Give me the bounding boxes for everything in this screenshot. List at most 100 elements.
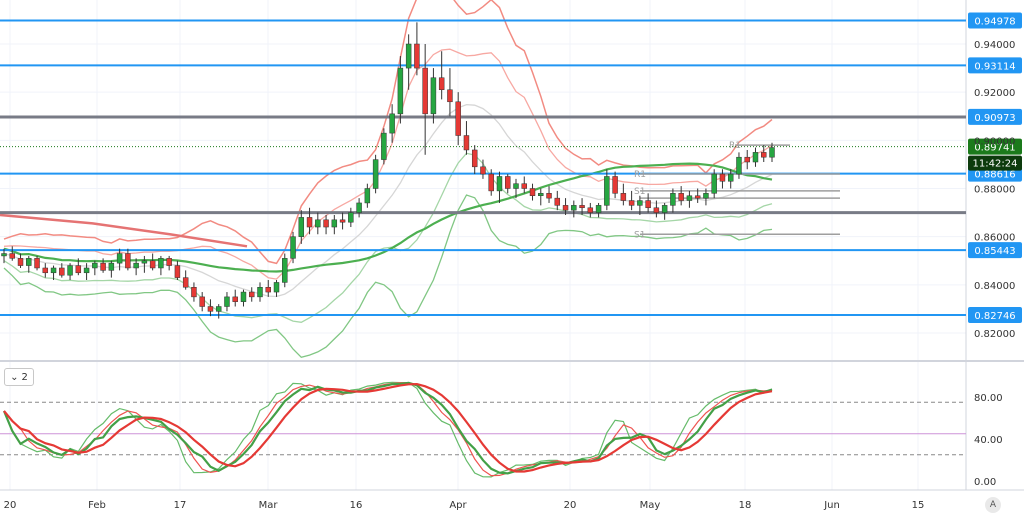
candle-body bbox=[488, 173, 494, 192]
candle-body bbox=[719, 173, 726, 182]
bollinger-bands bbox=[0, 0, 773, 359]
price-axis[interactable]: 0.94000 0.92000 0.90000 0.88000 0.86000 0.840… bbox=[974, 40, 1015, 488]
candle-body bbox=[471, 149, 478, 168]
candle-body bbox=[116, 253, 123, 264]
level-price-label: 0.85443 bbox=[974, 246, 1015, 257]
price-tick-label: 0.82000 bbox=[974, 329, 1015, 340]
candle-body bbox=[496, 176, 503, 192]
candle-body bbox=[265, 286, 271, 293]
chevron-down-icon: ⌄ bbox=[10, 371, 19, 383]
candle-body bbox=[273, 282, 280, 293]
candle-body bbox=[42, 267, 49, 274]
candle-body bbox=[637, 200, 643, 206]
candle-body bbox=[529, 188, 536, 196]
level-price-tag bbox=[968, 108, 1022, 125]
candle-body bbox=[620, 193, 627, 201]
candle-body bbox=[513, 183, 519, 189]
auto-scale-button[interactable]: A bbox=[985, 497, 1001, 513]
candle-body bbox=[653, 207, 660, 213]
candle-body bbox=[711, 173, 717, 194]
candle-body bbox=[323, 219, 329, 228]
lower-band-outer bbox=[3, 194, 773, 359]
candle-body bbox=[397, 67, 404, 115]
stochastic-d-line bbox=[3, 381, 773, 477]
horizontal-levels[interactable]: 0.94978 0.93114 0.90973 0.88616 0.85443 0.827… bbox=[0, 12, 1022, 324]
candle-body bbox=[339, 219, 346, 223]
oscillator-setting-value: 2 bbox=[21, 371, 28, 383]
last-price-tag bbox=[968, 138, 1022, 155]
candle-body bbox=[447, 89, 453, 103]
candle-body bbox=[75, 265, 82, 274]
oscillator-settings-toggle[interactable]: ⌄ 2 bbox=[4, 368, 34, 386]
candle-body bbox=[686, 195, 693, 201]
candle-body bbox=[59, 267, 65, 276]
oscillator-tick-label: 0.00 bbox=[974, 477, 996, 488]
candle-body bbox=[364, 188, 371, 204]
candle-body bbox=[290, 236, 296, 259]
candle-body bbox=[315, 219, 321, 228]
candle-body bbox=[348, 212, 354, 223]
candle-body bbox=[191, 286, 197, 298]
candle-body bbox=[604, 176, 610, 206]
candle-body bbox=[282, 258, 288, 283]
candle-body bbox=[678, 193, 684, 201]
candle-body bbox=[546, 193, 552, 199]
countdown-tag bbox=[968, 155, 1022, 171]
candle-body bbox=[587, 207, 594, 213]
candle-body bbox=[438, 77, 445, 91]
candle-body bbox=[100, 262, 106, 271]
candle-body bbox=[199, 296, 205, 307]
candle-body bbox=[240, 291, 247, 302]
candle-body bbox=[50, 267, 57, 274]
candle-body bbox=[92, 262, 98, 269]
level-price-label: 0.88616 bbox=[974, 170, 1015, 181]
time-tick-label: Feb bbox=[88, 500, 106, 511]
candle-body bbox=[480, 166, 486, 175]
candle-body bbox=[455, 101, 461, 136]
level-price-tag bbox=[968, 57, 1022, 74]
candle-body bbox=[108, 262, 115, 271]
level-price-label: 0.82746 bbox=[974, 311, 1015, 322]
band-midline bbox=[3, 103, 773, 298]
candle-body bbox=[9, 253, 15, 259]
time-tick-label: Apr bbox=[449, 500, 467, 511]
candle-body bbox=[389, 113, 395, 134]
candle-body bbox=[554, 197, 561, 206]
time-tick-label: Mar bbox=[259, 500, 279, 511]
pivot-label: R1 bbox=[729, 141, 741, 151]
level-price-label: 0.94978 bbox=[974, 16, 1015, 27]
time-tick-label: May bbox=[640, 500, 661, 511]
candle-body bbox=[174, 265, 181, 278]
candle-body bbox=[727, 173, 734, 182]
candle-body bbox=[579, 205, 585, 209]
candle-body bbox=[67, 265, 73, 276]
pivot-label: S1 bbox=[634, 187, 645, 197]
candle-body bbox=[133, 262, 139, 269]
time-tick-label: 18 bbox=[739, 500, 752, 511]
pivot-lines: R1 R1 S1 S1 bbox=[634, 141, 840, 240]
candle-body bbox=[207, 306, 214, 312]
long-moving-average bbox=[0, 213, 248, 248]
candle-body bbox=[34, 258, 40, 269]
candle-body bbox=[331, 219, 338, 228]
candle-body bbox=[769, 147, 775, 158]
candle-body bbox=[182, 277, 189, 288]
lower-band-inner bbox=[3, 152, 773, 323]
level-price-tag bbox=[968, 307, 1022, 324]
pivot-label: R1 bbox=[634, 170, 646, 180]
candlestick-series bbox=[1, 22, 775, 319]
chart-grid bbox=[0, 0, 1024, 491]
level-price-label: 0.90973 bbox=[974, 113, 1015, 124]
countdown-label: 11:42:24 bbox=[973, 159, 1018, 170]
stochastic-k-line bbox=[3, 381, 773, 478]
candle-body bbox=[381, 132, 387, 160]
time-tick-label: 20 bbox=[4, 500, 17, 511]
pivot-label: S1 bbox=[634, 230, 645, 240]
candle-body bbox=[215, 306, 222, 312]
candle-body bbox=[595, 205, 602, 213]
candle-body bbox=[645, 200, 651, 209]
time-axis[interactable]: 20 Feb 17 Mar 16 Apr 20 May 18 Jun 15 bbox=[4, 500, 925, 511]
level-price-tag bbox=[968, 12, 1022, 29]
candle-body bbox=[505, 176, 511, 189]
